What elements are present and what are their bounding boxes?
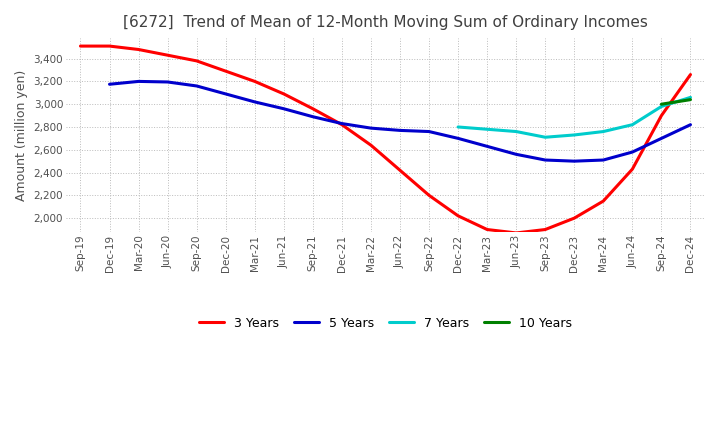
3 Years xyxy=(541,227,549,232)
10 Years xyxy=(686,97,695,102)
Line: 7 Years: 7 Years xyxy=(458,97,690,137)
7 Years xyxy=(686,95,695,100)
3 Years xyxy=(483,227,492,232)
5 Years xyxy=(221,92,230,97)
5 Years xyxy=(483,144,492,149)
5 Years xyxy=(599,158,608,163)
Line: 5 Years: 5 Years xyxy=(109,81,690,161)
Y-axis label: Amount (million yen): Amount (million yen) xyxy=(15,70,28,201)
7 Years xyxy=(483,127,492,132)
3 Years xyxy=(454,213,462,219)
3 Years xyxy=(512,230,521,235)
7 Years xyxy=(512,129,521,134)
3 Years xyxy=(76,44,85,49)
5 Years xyxy=(657,136,666,141)
7 Years xyxy=(541,135,549,140)
3 Years xyxy=(366,143,375,148)
3 Years xyxy=(105,44,114,49)
7 Years xyxy=(570,132,579,138)
5 Years xyxy=(454,136,462,141)
10 Years xyxy=(657,102,666,107)
5 Years xyxy=(686,122,695,127)
7 Years xyxy=(628,122,636,127)
5 Years xyxy=(628,150,636,155)
3 Years xyxy=(599,198,608,204)
3 Years xyxy=(251,79,259,84)
3 Years xyxy=(657,113,666,118)
5 Years xyxy=(163,79,172,84)
7 Years xyxy=(454,125,462,130)
5 Years xyxy=(396,128,405,133)
5 Years xyxy=(570,158,579,164)
Line: 3 Years: 3 Years xyxy=(81,46,690,233)
3 Years xyxy=(221,69,230,74)
5 Years xyxy=(541,158,549,163)
3 Years xyxy=(425,193,433,198)
3 Years xyxy=(163,52,172,58)
Title: [6272]  Trend of Mean of 12-Month Moving Sum of Ordinary Incomes: [6272] Trend of Mean of 12-Month Moving … xyxy=(123,15,648,30)
5 Years xyxy=(279,106,288,111)
5 Years xyxy=(425,129,433,134)
3 Years xyxy=(309,106,318,111)
5 Years xyxy=(105,81,114,87)
5 Years xyxy=(512,152,521,157)
Line: 10 Years: 10 Years xyxy=(662,99,690,104)
5 Years xyxy=(192,83,201,88)
3 Years xyxy=(279,92,288,97)
3 Years xyxy=(338,122,346,127)
5 Years xyxy=(366,125,375,131)
Legend: 3 Years, 5 Years, 7 Years, 10 Years: 3 Years, 5 Years, 7 Years, 10 Years xyxy=(194,312,577,335)
7 Years xyxy=(657,104,666,109)
5 Years xyxy=(338,121,346,126)
7 Years xyxy=(599,129,608,134)
5 Years xyxy=(309,114,318,119)
3 Years xyxy=(192,58,201,63)
3 Years xyxy=(134,47,143,52)
3 Years xyxy=(396,168,405,173)
3 Years xyxy=(570,216,579,221)
3 Years xyxy=(686,72,695,77)
5 Years xyxy=(134,79,143,84)
5 Years xyxy=(251,99,259,105)
3 Years xyxy=(628,166,636,172)
